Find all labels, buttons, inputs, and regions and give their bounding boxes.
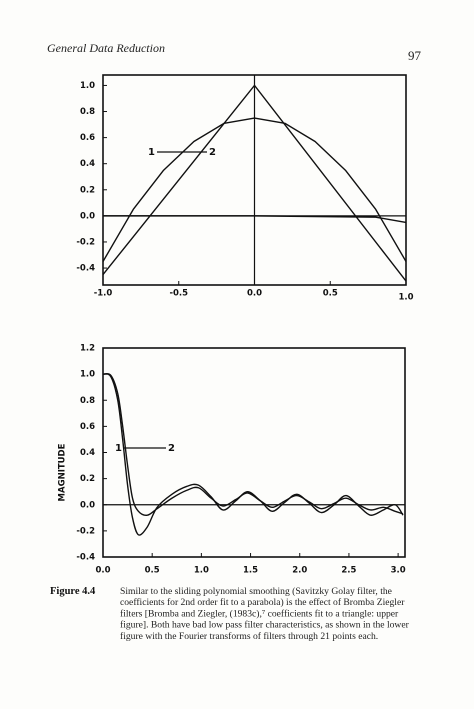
x-tick-label: 2.5 xyxy=(341,566,356,576)
y-tick-label: 1.0 xyxy=(80,81,95,91)
data-line xyxy=(102,117,407,262)
y-tick-label: 0.0 xyxy=(80,500,95,510)
caption-line: coefficients for 2nd order fit to a para… xyxy=(120,597,405,608)
data-line xyxy=(102,372,404,516)
x-tick-label: 0.0 xyxy=(95,566,110,576)
x-tick-label: 3.0 xyxy=(391,566,406,576)
curve-label: 2 xyxy=(209,147,216,158)
curve-label: 2 xyxy=(168,443,175,454)
x-tick-label: 0.5 xyxy=(323,289,338,299)
x-tick-label: 1.0 xyxy=(194,566,209,576)
y-tick-label: 0.6 xyxy=(80,422,95,432)
data-line xyxy=(103,215,407,224)
y-tick-label: -0.2 xyxy=(76,237,95,247)
caption-line: Similar to the sliding polynomial smooth… xyxy=(120,586,392,597)
x-tick-label: 1.0 xyxy=(398,293,413,303)
x-tick-label: 0.0 xyxy=(247,289,262,299)
page-number: 97 xyxy=(408,48,422,63)
y-tick-label: 0.4 xyxy=(80,159,95,169)
y-tick-label: 0.8 xyxy=(80,396,95,406)
running-header: General Data Reduction xyxy=(47,41,165,55)
x-tick-label: -1.0 xyxy=(94,289,113,299)
curve-label: 1 xyxy=(148,147,155,158)
y-tick-label: 0.0 xyxy=(80,211,95,221)
caption-line: figure with the Fourier transforms of fi… xyxy=(120,631,378,642)
x-tick-label: 2.0 xyxy=(292,566,307,576)
y-tick-label: -0.4 xyxy=(76,553,95,563)
y-tick-label: 0.6 xyxy=(80,133,95,143)
data-line xyxy=(102,84,407,282)
y-tick-label: 1.0 xyxy=(80,370,95,380)
y-tick-label: -0.2 xyxy=(76,526,95,536)
y-axis-label: MAGNITUDE xyxy=(58,443,68,501)
y-tick-label: 0.4 xyxy=(80,448,95,458)
x-tick-label: 0.5 xyxy=(145,566,160,576)
x-tick-label: -0.5 xyxy=(169,289,188,299)
y-tick-label: 0.8 xyxy=(80,107,95,117)
figure-label: Figure 4.4 xyxy=(50,586,96,597)
y-tick-label: 1.2 xyxy=(80,344,95,354)
caption-line: figure]. Both have bad low pass filter c… xyxy=(120,620,410,631)
caption-line: filters [Bromba and Ziegler, (1983c),⁷ c… xyxy=(120,608,399,619)
data-line xyxy=(102,373,404,536)
y-tick-label: 0.2 xyxy=(80,474,95,484)
y-tick-label: 0.2 xyxy=(80,185,95,195)
y-tick-label: -0.4 xyxy=(76,264,95,274)
curve-label: 1 xyxy=(115,443,122,454)
x-tick-label: 1.5 xyxy=(243,566,258,576)
